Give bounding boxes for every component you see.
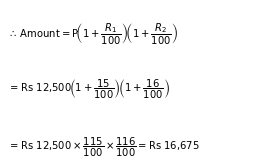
Text: $= \mathrm{Rs}\ 12{,}500\!\left(1+\dfrac{15}{100}\right)\!\left(1+\dfrac{16}{100: $= \mathrm{Rs}\ 12{,}500\!\left(1+\dfrac… <box>8 77 170 101</box>
Text: $= \mathrm{Rs}\ 12{,}500 \times \dfrac{115}{100} \times\dfrac{116}{100} = \mathr: $= \mathrm{Rs}\ 12{,}500 \times \dfrac{1… <box>8 136 200 159</box>
Text: $\therefore\, \mathrm{Amount} = \mathrm{P}\!\left(1+\dfrac{R_1}{100}\right)\!\le: $\therefore\, \mathrm{Amount} = \mathrm{… <box>8 21 178 46</box>
